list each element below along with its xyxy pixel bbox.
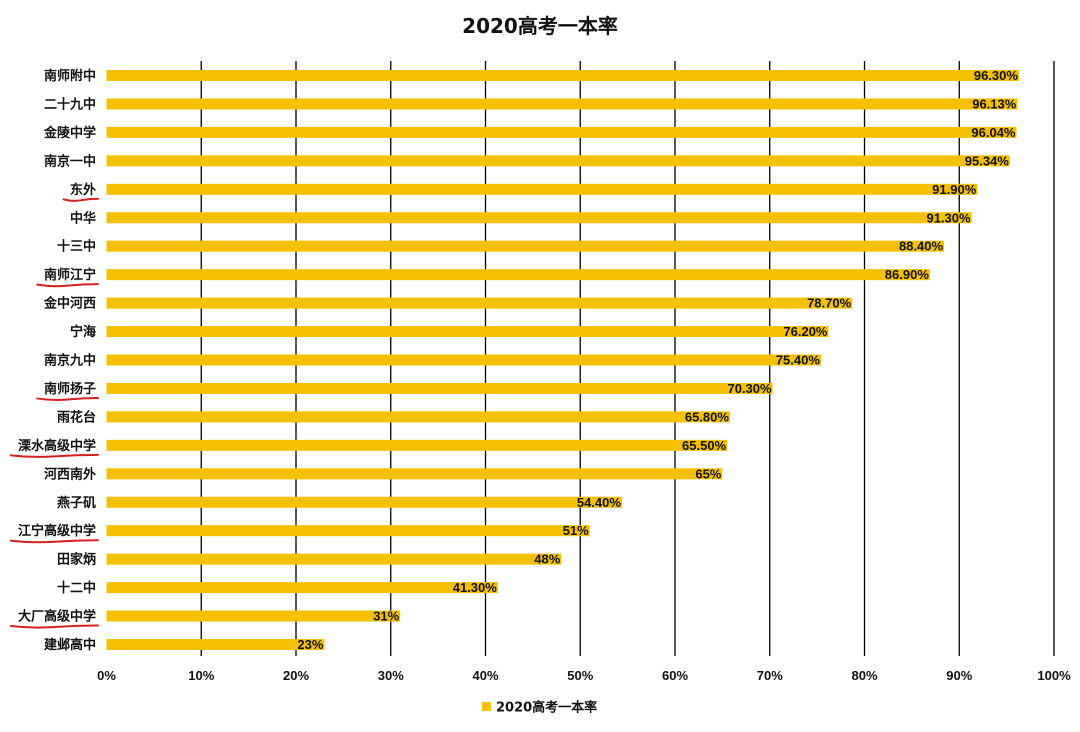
legend-label: 2020高考一本率 [496, 700, 597, 716]
red-underline [36, 283, 99, 288]
x-tick-label: 90% [946, 668, 972, 683]
data-label: 91.90% [932, 182, 977, 197]
category-label: 南京九中 [44, 353, 96, 369]
category-label: 十三中 [57, 239, 96, 255]
bar [106, 126, 1017, 138]
red-underline [36, 396, 99, 402]
category-label: 宁海 [70, 324, 96, 340]
x-tick-label: 20% [283, 668, 309, 683]
category-label: 南师附中 [44, 68, 96, 84]
data-label: 23% [297, 637, 323, 652]
bar [106, 98, 1018, 110]
data-label: 54.40% [577, 495, 622, 510]
data-label: 70.30% [727, 381, 772, 396]
red-underline [9, 539, 99, 544]
data-label: 78.70% [807, 296, 852, 311]
red-underline [62, 197, 99, 202]
data-label: 51% [563, 523, 589, 538]
bar [106, 240, 945, 252]
x-tick-label: 0% [97, 668, 116, 683]
bar [106, 582, 498, 594]
bar [106, 155, 1010, 167]
bar [106, 553, 562, 565]
data-label: 96.04% [971, 125, 1016, 140]
category-label: 江宁高级中学 [18, 523, 96, 539]
x-tick-label: 80% [851, 668, 877, 683]
category-label: 田家炳 [57, 552, 96, 568]
bar [106, 411, 730, 423]
bar [106, 183, 978, 195]
bars: 96.30% 96.13% 96.04% 95.34% 91.90% 91.30% 88.4… [106, 68, 1019, 652]
x-tick-label: 60% [662, 668, 688, 683]
category-label: 南师扬子 [44, 381, 96, 397]
category-label: 南师江宁 [44, 267, 96, 283]
legend: 2020高考一本率 [482, 700, 597, 716]
category-label: 溧水高级中学 [18, 438, 96, 454]
x-tick-label: 50% [567, 668, 593, 683]
category-label: 南京一中 [44, 153, 96, 169]
data-label: 96.30% [974, 68, 1019, 83]
category-label: 建邺高中 [44, 637, 96, 653]
data-label: 65.50% [682, 438, 727, 453]
data-label: 65.80% [685, 409, 730, 424]
data-label: 48% [534, 552, 560, 567]
category-labels: 南师附中二十九中金陵中学南京一中东外中华十三中南师江宁金中河西宁海南京九中南师扬… [9, 68, 99, 653]
x-axis-ticks: 0% 10% 20% 30% 40% 50% 60% 70% 80% 90% 100% [97, 668, 1071, 683]
bar [106, 639, 325, 650]
chart-title: 2020高考一本率 [462, 14, 618, 38]
category-label: 十二中 [57, 580, 96, 596]
data-label: 96.13% [972, 96, 1017, 111]
category-label: 二十九中 [44, 96, 96, 112]
category-label: 金中河西 [43, 296, 96, 312]
x-tick-label: 30% [378, 668, 404, 683]
category-label: 河西南外 [44, 466, 96, 482]
x-tick-label: 100% [1037, 668, 1071, 683]
bar [106, 468, 723, 480]
data-label: 31% [373, 609, 399, 624]
x-tick-label: 10% [188, 668, 214, 683]
data-label: 75.40% [776, 353, 821, 368]
bar [106, 525, 590, 537]
data-label: 86.90% [885, 267, 930, 282]
bar [106, 212, 972, 224]
category-label: 金陵中学 [43, 125, 96, 141]
bar [106, 326, 829, 338]
data-label: 88.40% [899, 239, 944, 254]
category-label: 雨花台 [57, 409, 96, 425]
category-label: 中华 [70, 210, 96, 226]
legend-swatch [482, 702, 491, 711]
bar [106, 382, 773, 394]
bar [106, 269, 930, 281]
category-label: 燕子矶 [57, 495, 96, 511]
bar [106, 297, 853, 309]
category-label: 大厂高级中学 [18, 609, 96, 625]
bar [106, 610, 401, 622]
bar [106, 70, 1019, 81]
data-label: 41.30% [453, 580, 498, 595]
x-tick-label: 70% [757, 668, 783, 683]
data-label: 65% [695, 466, 721, 481]
bar [106, 439, 728, 451]
category-label: 东外 [70, 182, 96, 198]
data-label: 95.34% [965, 153, 1010, 168]
data-label: 76.20% [783, 324, 828, 339]
x-tick-label: 40% [472, 668, 498, 683]
red-underline [9, 453, 99, 458]
data-label: 91.30% [926, 210, 971, 225]
bar [106, 354, 821, 366]
red-underline [9, 624, 99, 629]
bar [106, 496, 622, 508]
